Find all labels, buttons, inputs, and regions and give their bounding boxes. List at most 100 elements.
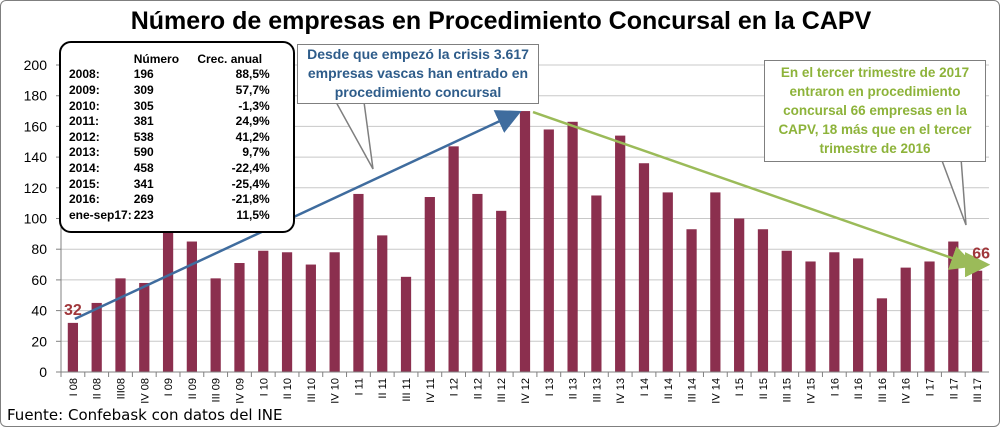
last-value-label: 66 [972, 246, 990, 263]
bar [662, 192, 673, 372]
summary-cell: -25,4% [231, 176, 270, 191]
summary-row: ene-sep17: 223 11,5% [69, 207, 270, 223]
y-tick-label: 180 [24, 88, 48, 104]
summary-cell: 2016: [69, 192, 100, 207]
y-tick-label: 160 [24, 118, 48, 134]
tercer-callout-pointer [940, 157, 967, 226]
summary-cell: 341 [133, 176, 154, 191]
x-tick-label: III 14 [687, 378, 699, 402]
y-tick-label: 200 [24, 57, 48, 73]
summary-row: 2016: 269 -21,8% [69, 191, 270, 207]
bar [139, 282, 150, 372]
summary-cell: -1,3% [238, 98, 270, 113]
bar [829, 252, 840, 372]
x-tick-label: IV 09 [234, 378, 246, 404]
summary-table: Número Crec. anual 2008: 196 88,5% 2009: 309 57… [69, 51, 270, 223]
x-tick-label: I 16 [829, 378, 841, 396]
bar [400, 276, 412, 372]
y-tick-label: 100 [24, 211, 48, 227]
bar [496, 210, 507, 372]
third-quarter-callout-line: CAPV, 18 más que en el tercer [778, 122, 972, 137]
crisis-callout-line: empresas vascas han entrado en [307, 65, 529, 81]
summary-table-box: Número Crec. anual 2008: 196 88,5% 2009: 309 57… [59, 41, 295, 233]
summary-cell: 88,5% [235, 67, 270, 82]
summary-cell: 9,7% [242, 145, 270, 160]
bar [472, 193, 483, 372]
x-tick-label: III 17 [972, 378, 984, 402]
x-tick-label: II 14 [663, 378, 675, 399]
summary-row: 2013: 590 9,7% [69, 145, 270, 161]
summary-cell: -21,8% [231, 192, 270, 207]
summary-cell: -22,4% [231, 160, 270, 175]
y-tick-label: 60 [31, 272, 47, 288]
bar [710, 192, 721, 372]
summary-cell: 57,7% [235, 82, 270, 97]
bar [971, 270, 983, 372]
summary-cell: 41,2% [235, 129, 270, 144]
bar [281, 252, 293, 372]
x-tick-label: I 10 [258, 378, 270, 396]
x-tick-label: III08 [115, 378, 127, 399]
bar [805, 261, 816, 372]
summary-cell: 309 [133, 82, 154, 97]
summary-cell: Número [133, 51, 180, 66]
x-tick-label: IV 10 [330, 378, 342, 404]
summary-cell: 2011: [69, 114, 100, 129]
bar [638, 163, 650, 372]
bar [67, 322, 79, 372]
y-tick-label: 80 [31, 241, 47, 257]
x-tick-label: IV 12 [520, 378, 532, 404]
x-tick-label: I 12 [449, 378, 461, 396]
x-tick-label: II 13 [568, 378, 580, 399]
bar [686, 229, 697, 372]
summary-cell: 269 [133, 192, 154, 207]
y-tick-label: 40 [31, 303, 47, 319]
x-tick-label: IV 08 [139, 378, 151, 404]
axes: 0 20 40 60 80 100 120 140 160 180 200 I 08 II 08 III0… [24, 57, 989, 404]
bar [948, 241, 959, 372]
bar [591, 195, 602, 372]
third-quarter-callout-line: En el tercer trimestre de 2017 [780, 65, 970, 80]
chart-title: Número de empresas en Procedimiento Conc… [130, 7, 872, 35]
crisis-callout-line: procedimiento concursal [334, 84, 502, 100]
crisis-callout-line: Desde que empezó la crisis 3.617 [307, 46, 529, 62]
x-tick-label: I 14 [639, 378, 651, 396]
summary-cell [69, 51, 132, 67]
source-note: Fuente: Confebask con datos del INE [7, 406, 283, 424]
bar [234, 263, 245, 372]
summary-cell: ene-sep17: [69, 207, 132, 222]
bar [924, 261, 935, 372]
summary-cell: 538 [133, 129, 154, 144]
summary-cell: 2012: [69, 129, 100, 144]
summary-cell: 196 [133, 67, 154, 82]
first-value-label: 32 [64, 302, 82, 319]
tercer-arrow [532, 110, 976, 270]
summary-cell: Crec. anual [197, 51, 263, 66]
summary-cell: 2010: [69, 98, 100, 113]
summary-cell: 223 [133, 207, 154, 222]
summary-cell: 305 [133, 98, 154, 113]
summary-cell: 458 [133, 160, 154, 175]
arrows [74, 101, 985, 321]
summary-row: 2011: 381 24,9% [69, 113, 270, 129]
y-tick-label: 0 [39, 364, 47, 380]
x-tick-label: II 10 [282, 378, 294, 399]
crisis-callout: Desde que empezó la crisis 3.617 empresa… [297, 44, 539, 104]
x-tick-label: IV 11 [425, 378, 437, 403]
bar [876, 298, 888, 372]
bar [329, 252, 340, 372]
bar [353, 193, 364, 372]
bar [900, 267, 911, 372]
bar [757, 229, 769, 372]
y-tick-label: 140 [24, 149, 48, 165]
x-tick-label: II 08 [92, 378, 104, 399]
x-tick-label: IV 13 [615, 378, 627, 404]
end-labels: 32 66 [64, 246, 990, 319]
summary-cell: 381 [133, 114, 154, 129]
x-tick-label: II 17 [948, 378, 960, 399]
x-tick-label: III 13 [591, 378, 603, 402]
summary-cell: 590 [133, 145, 154, 160]
bar [567, 121, 578, 372]
